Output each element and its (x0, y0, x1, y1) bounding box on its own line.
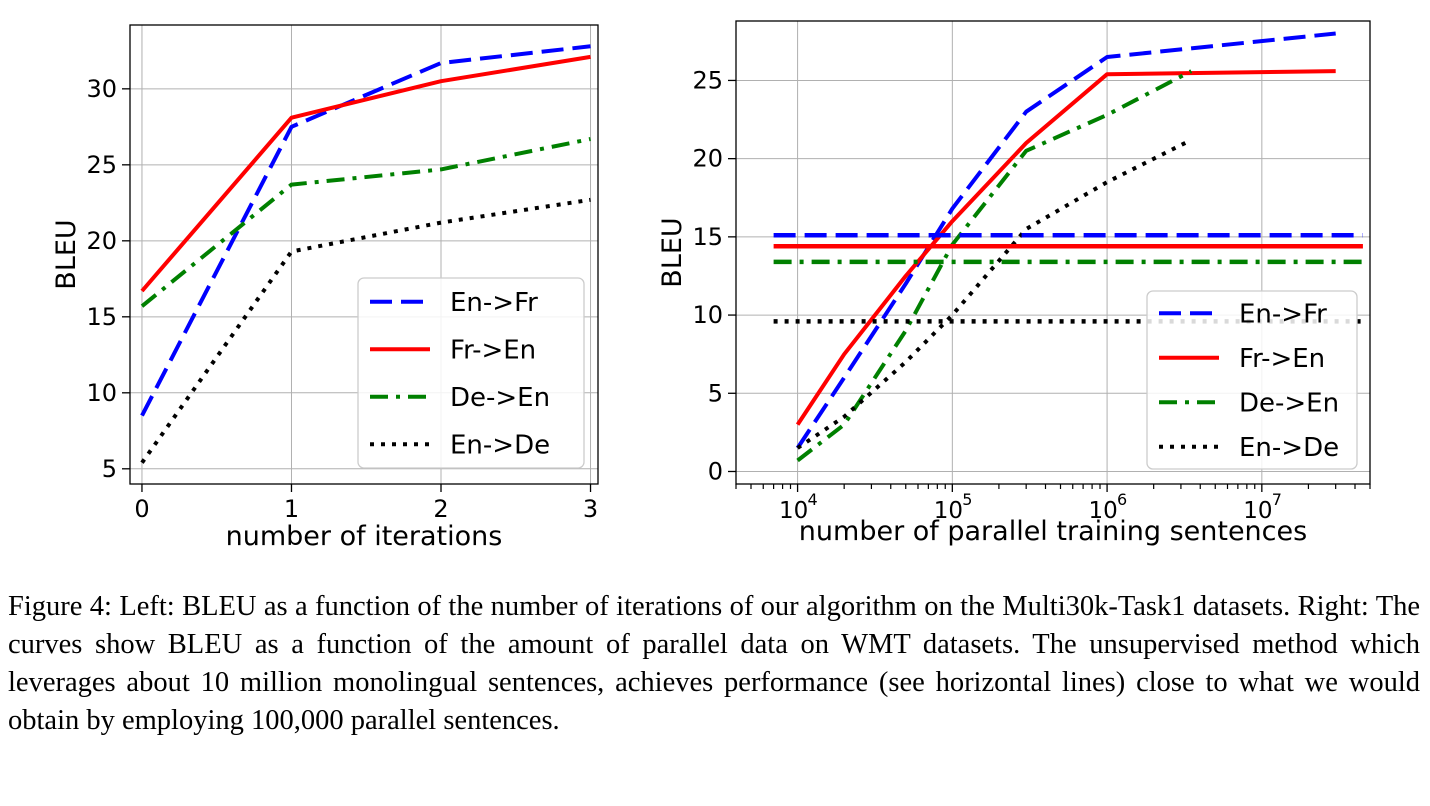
series-line-En->Fr (795, 31, 1336, 450)
legend-label: En->De (450, 430, 550, 460)
x-tick-label: 0 (134, 495, 149, 523)
y-tick-label: 15 (692, 223, 723, 251)
legend-label: En->De (1239, 433, 1339, 463)
y-tick-label: 20 (86, 227, 117, 255)
x-tick-label: 10 (934, 498, 963, 524)
series-line-Fr->En (795, 69, 1336, 426)
plot-frame (129, 24, 599, 485)
series-line-En->De (140, 197, 591, 464)
y-axis-label: BLEU (51, 219, 82, 289)
x-tick-label: 3 (583, 495, 598, 523)
series-line-En->Fr (140, 44, 591, 417)
x-tick-label: 10 (779, 498, 808, 524)
x-axis-label: number of iterations (226, 521, 503, 552)
y-tick-label: 10 (692, 301, 723, 329)
legend-label: Fr->En (450, 335, 536, 365)
legend: En->Fr Fr->En De->En En->De (357, 277, 585, 469)
x-tick-label-exponent: 6 (1117, 490, 1127, 509)
legend-label: En->Fr (1239, 299, 1327, 329)
x-tick-label: 2 (433, 495, 448, 523)
x-tick-label-exponent: 7 (1272, 490, 1282, 509)
series-line-En->De (796, 138, 1193, 450)
legend: En->Fr Fr->En De->En En->De (1146, 290, 1358, 470)
series-line-De->En (796, 69, 1193, 463)
legend-box (357, 277, 585, 469)
y-axis-label: BLEU (657, 217, 688, 287)
x-tick-label-exponent: 4 (807, 490, 817, 509)
y-tick-label: 25 (86, 151, 117, 179)
legend-label: De->En (1239, 388, 1339, 418)
caption-label: Figure 4: (8, 591, 112, 622)
series-line-De->En (140, 137, 591, 308)
x-axis-label: number of parallel training sentences (799, 516, 1307, 547)
y-tick-label: 5 (708, 379, 723, 407)
y-tick-label: 25 (692, 66, 723, 94)
y-tick-label: 0 (708, 457, 723, 485)
y-tick-label: 20 (692, 145, 723, 173)
legend-label: Fr->En (1239, 344, 1325, 374)
legend-label: De->En (450, 383, 550, 413)
x-tick-label: 10 (1088, 498, 1117, 524)
x-tick-label: 1 (284, 495, 299, 523)
legend-box (1146, 290, 1358, 470)
x-tick-label: 10 (1243, 498, 1272, 524)
y-tick-label: 30 (86, 75, 117, 103)
y-tick-label: 15 (86, 303, 117, 331)
y-tick-label: 5 (102, 455, 117, 483)
figure-caption: Figure 4: Left: BLEU as a function of th… (8, 588, 1420, 740)
plot-frame (735, 20, 1371, 485)
legend-label: En->Fr (450, 288, 538, 318)
caption-text: Left: BLEU as a function of the number o… (8, 591, 1421, 736)
chart-left: 0 1 2 3 5 10 15 20 25 30 number of iterations BLEU E… (51, 24, 599, 552)
x-tick-label-exponent: 5 (962, 490, 972, 509)
series-line-Fr->En (140, 54, 591, 293)
y-tick-label: 10 (86, 379, 117, 407)
